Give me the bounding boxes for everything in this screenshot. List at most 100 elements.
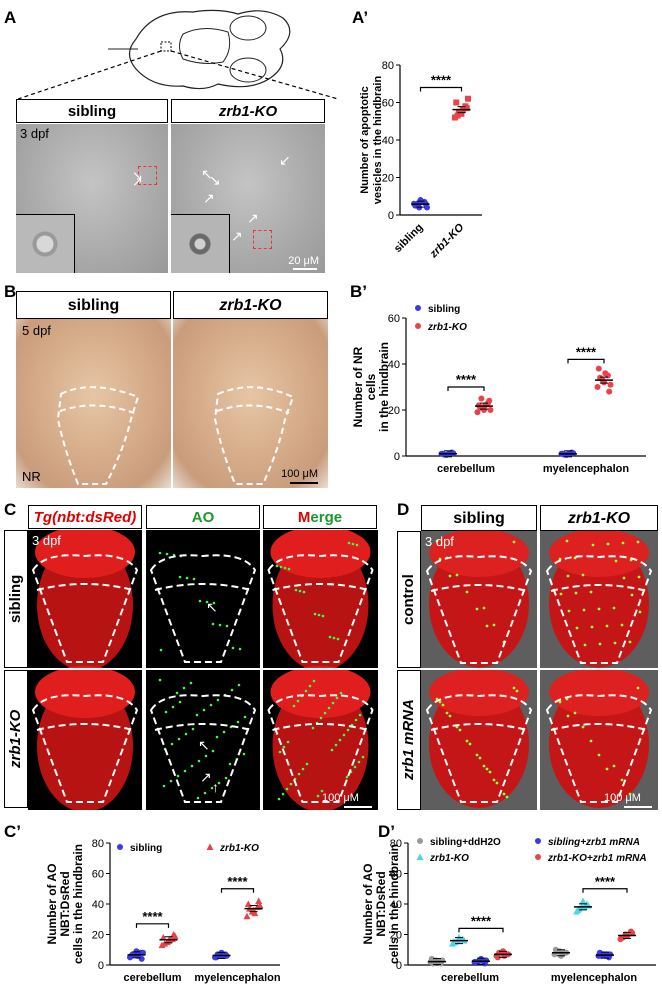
ao-signal: [162, 784, 166, 788]
ao-signal: [281, 792, 285, 796]
panel-c-image-grid: ↖ ↖ ↗↑: [28, 530, 378, 810]
ao-signal: [438, 557, 442, 561]
panel-label-d-prime: D’: [378, 822, 395, 841]
dsred-signal: [270, 666, 371, 718]
ao-signal: [612, 764, 616, 768]
y-tick-label: 60: [390, 869, 402, 881]
ao-signal: [204, 754, 208, 758]
dsred-signal: [270, 530, 371, 578]
ao-signal: [628, 792, 632, 796]
y-tick-label: 20: [388, 405, 400, 417]
dsred-signal: [549, 531, 649, 577]
ao-signal: [185, 576, 189, 580]
x-tick-label: myelencephalon: [194, 972, 280, 984]
ao-signal: [317, 613, 321, 617]
image-a-sibling: 3 dpf ↘ ↗: [16, 124, 168, 273]
ao-signal: [230, 688, 234, 692]
ao-signal: [278, 750, 282, 754]
cerebellum-outline: [36, 723, 134, 731]
ao-signal: [169, 779, 173, 783]
arrow-icon: ↗: [231, 228, 243, 244]
cerebellum-outline: [430, 584, 528, 592]
merge-rest: erge: [310, 509, 343, 526]
ao-signal: [465, 739, 469, 743]
stage-label: 3 dpf: [425, 534, 454, 549]
ao-signal: [211, 749, 215, 753]
ao-signal: [236, 720, 240, 724]
legend-label: zrb1-KO: [429, 853, 469, 864]
ao-signal: [304, 689, 308, 693]
stage-label: 3 dpf: [32, 533, 61, 548]
ao-signal: [558, 557, 562, 561]
ao-signal: [566, 574, 570, 578]
data-point: [171, 932, 179, 940]
ao-signal: [277, 797, 281, 801]
ao-signal: [438, 700, 442, 704]
header-b-sibling: sibling: [16, 291, 171, 319]
ao-signal: [567, 609, 571, 613]
ao-signal: [334, 743, 338, 747]
data-point: [607, 381, 614, 388]
y-tick-label: 40: [92, 899, 104, 911]
y-tick-label: 20: [390, 930, 402, 942]
fish-head-schematic: [18, 9, 338, 100]
ao-signal: [298, 589, 302, 593]
dsred-signal: [549, 668, 649, 716]
ao-signal: [448, 714, 452, 718]
significance-bracket: [567, 358, 605, 364]
chart-b-prime: 0 20 40 60 Number of NR cells in the hindbrain…: [351, 304, 646, 475]
ao-signal: [316, 794, 320, 798]
y-axis-label: in the hindbrain: [377, 342, 391, 432]
ao-signal: [565, 539, 569, 543]
ao-signal: [445, 711, 449, 715]
ao-signal: [628, 640, 632, 644]
ao-signal: [495, 781, 499, 785]
ao-signal: [190, 764, 194, 768]
ao-signal: [320, 789, 324, 793]
ao-signal: [637, 575, 641, 579]
legend-marker: [535, 838, 541, 844]
chart-c-prime: 0 20 40 60 80 Number of AO NBT:DsRed cells in t…: [45, 838, 281, 984]
y-tick-label: 0: [396, 960, 402, 972]
ao-signal: [331, 701, 335, 705]
ao-signal: [202, 708, 206, 712]
legend-marker: [117, 844, 123, 850]
scale-bar: [624, 806, 652, 808]
stain-label: NR: [22, 469, 41, 484]
cerebellum-outline: [430, 723, 528, 731]
y-axis-label: cells in the hindbrain: [71, 844, 85, 964]
ao-signal: [297, 772, 301, 776]
significance-bracket: [582, 888, 628, 893]
header-b-ko: zrb1-KO: [173, 291, 328, 319]
dsred-signal: [35, 530, 135, 578]
ao-signal: [492, 778, 496, 782]
scale-bar-label: 100 μM: [604, 792, 641, 804]
ao-signal: [575, 626, 579, 630]
ao-signal: [342, 733, 346, 737]
data-point: [424, 204, 430, 211]
row-label-c-ko: zrb1-KO: [4, 670, 28, 808]
ao-signal: [590, 625, 594, 629]
ao-signal: [512, 540, 516, 544]
legend-marker: [535, 854, 541, 860]
ao-signal: [332, 636, 336, 640]
y-axis-label: Number of NR: [351, 346, 365, 427]
significance-bracket: [135, 923, 170, 928]
ao-signal: [189, 681, 193, 685]
ao-signal: [319, 716, 323, 720]
ao-signal: [515, 689, 519, 693]
ao-signal: [505, 795, 509, 799]
data-point: [594, 384, 601, 390]
row-label-d-control: control: [397, 531, 421, 668]
ao-signal: [485, 624, 489, 628]
ao-signal: [448, 574, 452, 578]
panel-label-a: A: [4, 8, 17, 27]
ao-signal: [296, 699, 300, 703]
data-point: [161, 940, 169, 947]
ao-signal: [605, 767, 609, 771]
ao-signal: [195, 713, 199, 717]
data-point: [465, 95, 471, 102]
data-point: [606, 388, 613, 395]
ao-signal: [435, 539, 439, 543]
ao-signal: [178, 700, 182, 704]
